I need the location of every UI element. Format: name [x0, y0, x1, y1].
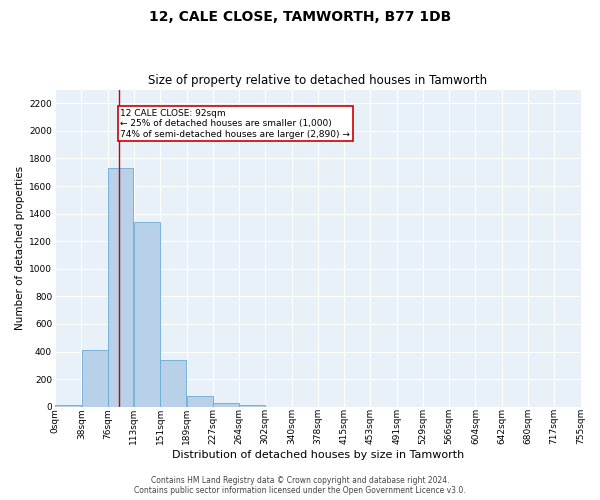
Text: Contains HM Land Registry data © Crown copyright and database right 2024.
Contai: Contains HM Land Registry data © Crown c… — [134, 476, 466, 495]
Title: Size of property relative to detached houses in Tamworth: Size of property relative to detached ho… — [148, 74, 487, 87]
Y-axis label: Number of detached properties: Number of detached properties — [15, 166, 25, 330]
Bar — [160, 360, 187, 406]
Bar — [187, 396, 213, 406]
X-axis label: Distribution of detached houses by size in Tamworth: Distribution of detached houses by size … — [172, 450, 464, 460]
Text: 12, CALE CLOSE, TAMWORTH, B77 1DB: 12, CALE CLOSE, TAMWORTH, B77 1DB — [149, 10, 451, 24]
Bar — [108, 168, 133, 406]
Bar — [239, 404, 265, 406]
Bar — [213, 402, 239, 406]
Bar — [134, 222, 160, 406]
Text: 12 CALE CLOSE: 92sqm
← 25% of detached houses are smaller (1,000)
74% of semi-de: 12 CALE CLOSE: 92sqm ← 25% of detached h… — [121, 109, 350, 138]
Bar — [55, 404, 81, 406]
Bar — [82, 350, 107, 406]
